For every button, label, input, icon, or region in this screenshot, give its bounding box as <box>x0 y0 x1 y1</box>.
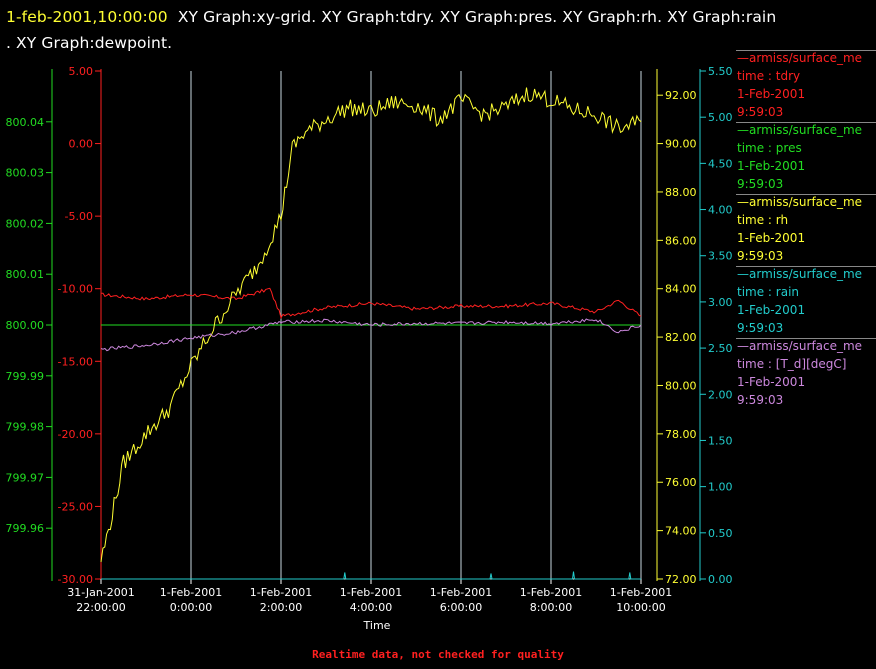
series-line-tdry-dewpoint <box>100 318 642 352</box>
pres-tick-label: 799.99 <box>6 370 45 383</box>
series-line-tdry <box>101 287 642 320</box>
tdry-tick-label: -20.00 <box>58 428 93 441</box>
legend-time: 9:59:03 <box>737 249 784 263</box>
legend-divider <box>736 338 876 339</box>
pres-tick-label: 799.97 <box>6 471 45 484</box>
rain-tick-label: 4.50 <box>708 157 733 170</box>
legend-date: 1-Feb-2001 <box>737 87 806 101</box>
legend-date: 1-Feb-2001 <box>737 159 806 173</box>
rain-tick-label: 2.50 <box>708 342 733 355</box>
title-graphs: XY Graph:xy-grid. XY Graph:tdry. XY Grap… <box>177 8 777 26</box>
rh-tick-label: 74.00 <box>665 525 697 538</box>
rain-tick-label: 5.00 <box>708 111 733 124</box>
pres-tick-label: 800.04 <box>6 116 45 129</box>
tdry-tick-label: 5.00 <box>69 65 94 78</box>
legend-variable: time : [T_d][degC] <box>737 357 847 371</box>
x-axis-label: Time <box>363 619 391 632</box>
tdry-tick-label: -10.00 <box>58 283 93 296</box>
rain-tick-label: 3.50 <box>708 250 733 263</box>
rain-tick-label: 3.00 <box>708 296 733 309</box>
pres-tick-label: 800.00 <box>6 319 45 332</box>
rh-tick-label: 72.00 <box>665 573 697 586</box>
rh-tick-label: 86.00 <box>665 234 697 247</box>
legend-divider <box>736 122 876 123</box>
rain-tick-label: 1.50 <box>708 434 733 447</box>
legend-source: —armiss/surface_me <box>737 195 863 209</box>
legend-source: —armiss/surface_me <box>737 267 863 281</box>
title-graphs-2: . XY Graph:dewpoint. <box>6 34 173 52</box>
legend-variable: time : tdry <box>737 69 801 83</box>
pres-tick-label: 799.96 <box>6 522 45 535</box>
legend-time: 9:59:03 <box>737 105 784 119</box>
rh-tick-label: 92.00 <box>665 89 697 102</box>
pres-tick-label: 800.01 <box>6 268 45 281</box>
tdry-tick-label: -30.00 <box>58 573 93 586</box>
legend-source: —armiss/surface_me <box>737 51 863 65</box>
legend-divider <box>736 266 876 267</box>
rain-tick-label: 1.00 <box>708 481 733 494</box>
rh-tick-label: 82.00 <box>665 331 697 344</box>
legend: —armiss/surface_me time : tdry 1-Feb-2001 9… <box>736 50 876 410</box>
rain-tick-label: 4.00 <box>708 204 733 217</box>
x-tick-label: 1-Feb-2001 <box>430 586 492 599</box>
pres-tick-label: 800.02 <box>6 217 45 230</box>
x-tick-label: 10:00:00 <box>616 601 665 614</box>
series-line-rh <box>100 87 642 563</box>
legend-divider <box>736 194 876 195</box>
legend-date: 1-Feb-2001 <box>737 231 806 245</box>
x-tick-label: 1-Feb-2001 <box>340 586 402 599</box>
rain-tick-label: 5.50 <box>708 65 733 78</box>
chart-title: 1-feb-2001,10:00:00 XY Graph:xy-grid. XY… <box>6 4 871 56</box>
legend-time: 9:59:03 <box>737 393 784 407</box>
tdry-tick-label: -15.00 <box>58 355 93 368</box>
quality-notice: Realtime data, not checked for quality <box>312 648 564 661</box>
legend-time: 9:59:03 <box>737 177 784 191</box>
tdry-tick-label: -5.00 <box>65 210 93 223</box>
legend-time: 9:59:03 <box>737 321 784 335</box>
rh-tick-label: 76.00 <box>665 476 697 489</box>
rain-tick-label: 0.50 <box>708 527 733 540</box>
legend-source: —armiss/surface_me <box>737 339 863 353</box>
x-tick-label: 0:00:00 <box>170 601 212 614</box>
x-tick-label: 8:00:00 <box>530 601 572 614</box>
x-tick-label: 1-Feb-2001 <box>520 586 582 599</box>
legend-date: 1-Feb-2001 <box>737 375 806 389</box>
x-tick-label: 4:00:00 <box>350 601 392 614</box>
rh-tick-label: 80.00 <box>665 379 697 392</box>
x-tick-label: 6:00:00 <box>440 601 482 614</box>
x-tick-label: 31-Jan-2001 <box>67 586 135 599</box>
rh-tick-label: 84.00 <box>665 283 697 296</box>
tdry-tick-label: 0.00 <box>69 138 94 151</box>
legend-variable: time : rh <box>737 213 789 227</box>
x-tick-label: 1-Feb-2001 <box>610 586 672 599</box>
pres-tick-label: 800.03 <box>6 167 45 180</box>
pres-tick-label: 799.98 <box>6 421 45 434</box>
legend-date: 1-Feb-2001 <box>737 303 806 317</box>
x-tick-label: 1-Feb-2001 <box>250 586 312 599</box>
rh-tick-label: 78.00 <box>665 428 697 441</box>
rh-tick-label: 90.00 <box>665 138 697 151</box>
tdry-tick-label: -25.00 <box>58 500 93 513</box>
rain-tick-label: 2.00 <box>708 388 733 401</box>
legend-variable: time : rain <box>737 285 800 299</box>
legend-source: —armiss/surface_me <box>737 123 863 137</box>
x-tick-label: 2:00:00 <box>260 601 302 614</box>
x-tick-label: 1-Feb-2001 <box>160 586 222 599</box>
rh-tick-label: 88.00 <box>665 186 697 199</box>
rain-tick-label: 0.00 <box>708 573 733 586</box>
legend-variable: time : pres <box>737 141 802 155</box>
x-tick-label: 22:00:00 <box>76 601 125 614</box>
legend-divider <box>736 50 876 51</box>
series-line-rain <box>101 571 641 580</box>
title-time: 1-feb-2001,10:00:00 <box>6 8 168 26</box>
